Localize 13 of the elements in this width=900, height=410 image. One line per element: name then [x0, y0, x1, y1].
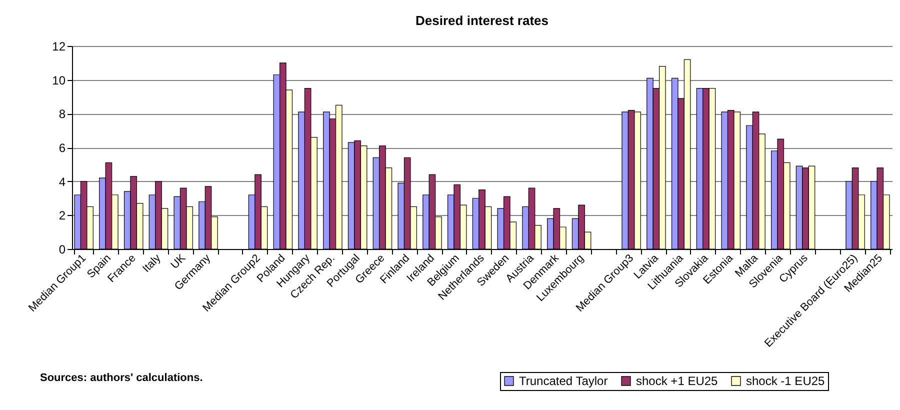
legend-label: shock +1 EU25 [636, 374, 718, 388]
y-tick-label: 8 [58, 107, 66, 122]
y-tick-label: 2 [58, 208, 66, 223]
chart-title: Desired interest rates [416, 13, 548, 28]
source-note: Sources: authors' calculations. [40, 372, 203, 384]
y-tick-label: 0 [58, 242, 66, 256]
legend-label: shock -1 EU25 [746, 374, 826, 388]
y-tick-label: 6 [58, 141, 66, 155]
y-tick-label: 4 [58, 174, 66, 189]
y-tick-label: 12 [52, 40, 66, 54]
legend-label: Truncated Taylor [519, 374, 608, 388]
x-tick-label: Italy [140, 252, 164, 276]
y-tick-label: 10 [52, 73, 66, 88]
